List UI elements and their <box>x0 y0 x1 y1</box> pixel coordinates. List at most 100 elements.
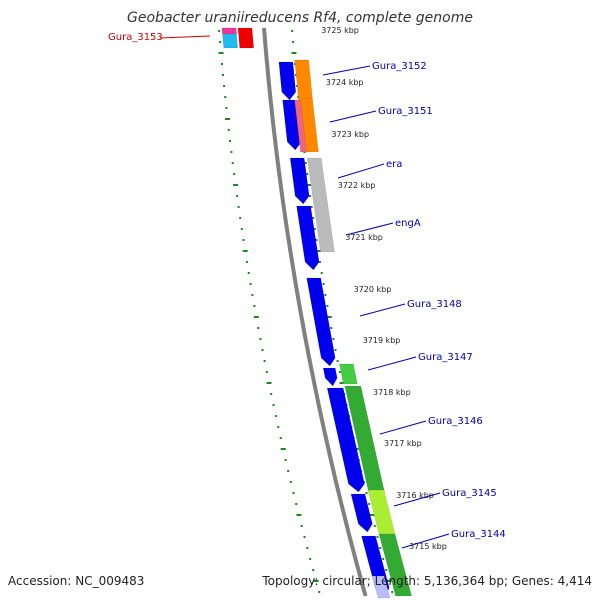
gc-skew-tick <box>225 107 228 109</box>
kbp-tick-label: 3717 kbp <box>384 439 422 448</box>
gc-skew-tick <box>368 503 371 505</box>
gene-label: Gura_3146 <box>428 416 483 427</box>
gene-label: engA <box>395 218 421 229</box>
gc-skew-tick <box>291 52 297 54</box>
gc-skew-tick <box>310 206 313 208</box>
gc-skew-tick <box>231 162 234 164</box>
gc-skew-tick <box>330 327 333 329</box>
gc-skew-tick <box>233 184 239 186</box>
gene-arrow <box>237 27 254 49</box>
gc-skew-tick <box>296 85 299 87</box>
gc-skew-tick <box>309 558 312 560</box>
kbp-tick-label: 3722 kbp <box>338 181 376 190</box>
gc-skew-tick <box>292 492 295 494</box>
gc-skew-tick <box>236 195 239 197</box>
gc-skew-tick <box>227 129 230 131</box>
gc-skew-tick <box>332 338 335 340</box>
genome-backbone <box>262 27 368 597</box>
gc-skew-tick <box>261 349 264 351</box>
kbp-tick-label: 3720 kbp <box>354 285 392 294</box>
gc-skew-tick <box>309 195 312 197</box>
gc-skew-tick <box>292 41 295 43</box>
gc-skew-tick <box>291 30 294 32</box>
label-leader-line <box>329 110 377 123</box>
gc-skew-tick <box>312 217 315 219</box>
gene-arrow <box>322 367 338 387</box>
kbp-tick-label: 3721 kbp <box>345 233 383 242</box>
gc-skew-tick <box>376 536 379 538</box>
gc-skew-tick <box>324 294 327 296</box>
gc-skew-tick <box>391 591 394 593</box>
gc-skew-tick <box>318 261 321 263</box>
gc-skew-tick <box>225 118 230 120</box>
gc-skew-tick <box>223 85 226 87</box>
gc-skew-tick <box>245 261 248 263</box>
gc-skew-tick <box>237 206 240 208</box>
gc-skew-tick <box>266 382 272 384</box>
gene-arrow <box>221 27 237 35</box>
gc-skew-tick <box>334 349 337 351</box>
gc-skew-tick <box>240 228 243 230</box>
gene-label: Gura_3151 <box>378 106 433 117</box>
kbp-tick-label: 3716 kbp <box>396 491 434 500</box>
kbp-tick-label: 3715 kbp <box>409 542 447 551</box>
gc-skew-tick <box>322 283 325 285</box>
gene-label: Gura_3144 <box>451 529 506 540</box>
gc-skew-tick <box>247 272 250 274</box>
kbp-tick-label: 3725 kbp <box>321 26 359 35</box>
label-leader-line <box>379 420 427 435</box>
gc-skew-tick <box>306 547 309 549</box>
gc-skew-tick <box>318 591 321 593</box>
kbp-tick-label: 3719 kbp <box>363 336 401 345</box>
gene-label: Gura_3152 <box>372 61 427 72</box>
gc-skew-tick <box>320 272 323 274</box>
gene-arrow <box>350 493 373 533</box>
gc-skew-tick <box>277 426 280 428</box>
gene-arrow <box>296 205 320 271</box>
gc-skew-tick <box>304 162 307 164</box>
gc-skew-tick <box>385 569 388 571</box>
gc-skew-tick <box>295 74 297 76</box>
gc-skew-tick <box>280 448 286 450</box>
gc-skew-tick <box>369 514 375 516</box>
gc-skew-tick <box>289 481 292 483</box>
backbone-line <box>262 27 368 597</box>
kbp-tick-label: 3723 kbp <box>331 130 369 139</box>
gc-skew-tick <box>253 305 256 307</box>
gc-skew-tick <box>315 250 321 252</box>
gc-skew-tick <box>306 184 312 186</box>
gc-skew-tick <box>284 459 287 461</box>
label-leader-line <box>337 163 385 179</box>
gc-skew-tick <box>221 63 223 65</box>
label-leader-line <box>393 492 441 507</box>
gc-skew-tick <box>297 96 300 98</box>
gene-arrow <box>294 59 313 101</box>
gc-skew-tick <box>336 360 339 362</box>
gc-skew-tick <box>315 239 318 241</box>
accession-text: Accession: NC_009483 <box>8 574 145 588</box>
gc-skew-tick <box>379 547 382 549</box>
gc-skew-tick <box>296 514 302 516</box>
gene-label: era <box>386 159 402 170</box>
gc-skew-tick <box>386 580 392 582</box>
gc-skew-tick <box>373 525 376 527</box>
gc-skew-tick <box>239 217 242 219</box>
gc-skew-tick <box>338 371 341 373</box>
map-title: Geobacter uraniireducens Rf4, complete g… <box>127 10 473 26</box>
gc-skew-tick <box>272 404 275 406</box>
gc-skew-tick <box>306 173 309 175</box>
gene-label: Gura_3148 <box>407 299 462 310</box>
kbp-ticks: 3725 kbp 3724 kbp 3723 kbp 3722 kbp 3721 kbp… <box>321 26 447 551</box>
label-leader-line <box>322 65 371 76</box>
gc-skew-tick <box>242 250 248 252</box>
gene-arrow <box>339 363 358 385</box>
genome-summary-text: Topology: circular; Length: 5,136,364 bp… <box>262 574 592 588</box>
kbp-tick-label: 3718 kbp <box>373 388 411 397</box>
gc-skew-tick <box>303 536 306 538</box>
gc-skew-tick <box>326 305 329 307</box>
label-leader-line <box>401 533 450 549</box>
gene-arrow <box>367 489 396 535</box>
